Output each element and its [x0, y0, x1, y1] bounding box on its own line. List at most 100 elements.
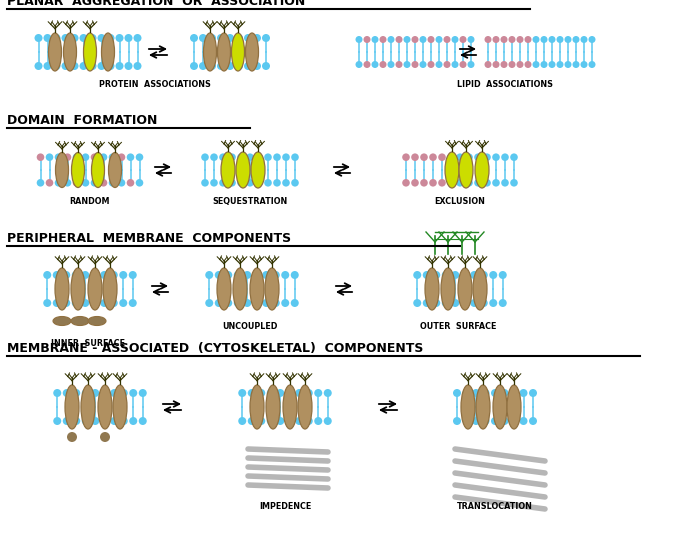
Circle shape	[314, 417, 322, 425]
Circle shape	[120, 389, 128, 397]
Circle shape	[499, 299, 507, 307]
Circle shape	[224, 271, 233, 279]
Circle shape	[124, 62, 132, 70]
Circle shape	[589, 61, 596, 68]
Circle shape	[43, 271, 51, 279]
Circle shape	[413, 271, 421, 279]
Circle shape	[516, 36, 523, 43]
Circle shape	[101, 417, 109, 425]
Circle shape	[402, 179, 410, 186]
Ellipse shape	[84, 33, 97, 71]
Circle shape	[379, 61, 387, 68]
Ellipse shape	[88, 317, 106, 325]
Circle shape	[452, 299, 459, 307]
Text: PLANAR  AGGREGATION  OR  ASSOCIATION: PLANAR AGGREGATION OR ASSOCIATION	[7, 0, 306, 8]
Circle shape	[508, 36, 516, 43]
Circle shape	[219, 153, 227, 161]
Circle shape	[53, 34, 60, 42]
Circle shape	[62, 62, 70, 70]
Circle shape	[129, 389, 137, 397]
Circle shape	[235, 62, 243, 70]
Ellipse shape	[203, 33, 216, 71]
Ellipse shape	[109, 153, 122, 187]
Circle shape	[356, 61, 362, 68]
Circle shape	[452, 36, 458, 43]
Circle shape	[533, 61, 539, 68]
Circle shape	[262, 34, 270, 42]
Circle shape	[136, 179, 143, 186]
Circle shape	[46, 153, 53, 161]
Ellipse shape	[72, 153, 84, 187]
Circle shape	[107, 34, 114, 42]
Circle shape	[438, 153, 445, 161]
Circle shape	[468, 61, 475, 68]
Circle shape	[324, 417, 332, 425]
Circle shape	[422, 271, 431, 279]
Circle shape	[500, 389, 508, 397]
Circle shape	[273, 179, 281, 186]
Circle shape	[217, 62, 225, 70]
Circle shape	[210, 153, 218, 161]
Circle shape	[34, 62, 43, 70]
Circle shape	[379, 36, 387, 43]
Circle shape	[411, 153, 419, 161]
Circle shape	[109, 153, 116, 161]
Ellipse shape	[459, 152, 473, 188]
Circle shape	[460, 61, 466, 68]
Circle shape	[413, 299, 421, 307]
Ellipse shape	[425, 268, 439, 310]
Circle shape	[420, 153, 428, 161]
Circle shape	[91, 179, 98, 186]
Text: SEQUESTRATION: SEQUESTRATION	[212, 197, 287, 206]
Circle shape	[128, 271, 137, 279]
Circle shape	[253, 62, 261, 70]
Circle shape	[110, 389, 118, 397]
Ellipse shape	[91, 153, 105, 187]
Circle shape	[510, 417, 518, 425]
Circle shape	[573, 61, 579, 68]
Ellipse shape	[298, 385, 312, 429]
Circle shape	[272, 299, 280, 307]
Circle shape	[429, 179, 437, 186]
Circle shape	[43, 62, 51, 70]
Circle shape	[107, 62, 114, 70]
Circle shape	[468, 36, 475, 43]
Circle shape	[519, 417, 527, 425]
Circle shape	[238, 389, 246, 397]
Circle shape	[63, 389, 71, 397]
Circle shape	[253, 271, 261, 279]
Circle shape	[485, 36, 491, 43]
Circle shape	[100, 432, 110, 442]
Circle shape	[53, 62, 60, 70]
Circle shape	[529, 417, 537, 425]
Circle shape	[500, 61, 508, 68]
Circle shape	[291, 153, 299, 161]
Circle shape	[55, 153, 62, 161]
Circle shape	[493, 61, 500, 68]
Circle shape	[267, 389, 274, 397]
Ellipse shape	[283, 385, 297, 429]
Circle shape	[70, 34, 78, 42]
Circle shape	[420, 36, 427, 43]
Ellipse shape	[64, 33, 76, 71]
Circle shape	[581, 61, 587, 68]
Circle shape	[387, 36, 395, 43]
Ellipse shape	[251, 152, 265, 188]
Text: EXCLUSION: EXCLUSION	[435, 197, 485, 206]
Circle shape	[262, 62, 270, 70]
Circle shape	[564, 36, 571, 43]
Circle shape	[81, 271, 89, 279]
Circle shape	[456, 153, 464, 161]
Circle shape	[226, 34, 234, 42]
Circle shape	[485, 61, 491, 68]
Circle shape	[129, 417, 137, 425]
Circle shape	[493, 36, 500, 43]
Circle shape	[82, 153, 89, 161]
Circle shape	[63, 417, 71, 425]
Circle shape	[448, 153, 455, 161]
Circle shape	[564, 61, 571, 68]
Ellipse shape	[245, 33, 258, 71]
Circle shape	[508, 61, 516, 68]
Circle shape	[67, 432, 77, 442]
Circle shape	[72, 417, 80, 425]
